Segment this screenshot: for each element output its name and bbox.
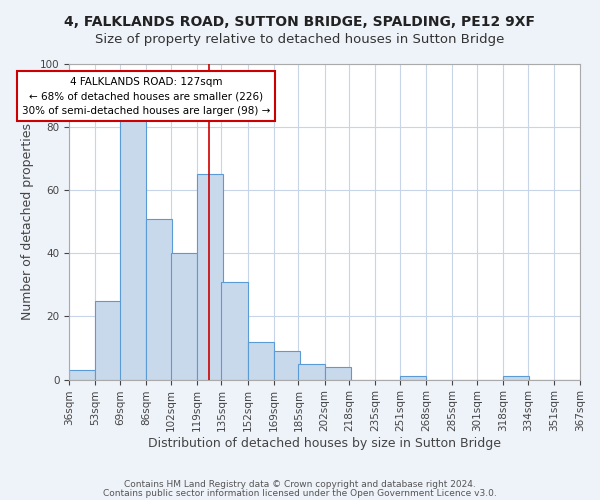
- Text: Size of property relative to detached houses in Sutton Bridge: Size of property relative to detached ho…: [95, 32, 505, 46]
- Bar: [400, 376, 426, 380]
- Bar: [120, 114, 146, 380]
- X-axis label: Distribution of detached houses by size in Sutton Bridge: Distribution of detached houses by size …: [148, 437, 501, 450]
- Bar: [146, 218, 172, 380]
- Bar: [298, 364, 325, 380]
- Bar: [248, 342, 274, 380]
- Bar: [503, 376, 529, 380]
- Bar: [171, 254, 197, 380]
- Bar: [325, 367, 351, 380]
- Text: Contains public sector information licensed under the Open Government Licence v3: Contains public sector information licen…: [103, 489, 497, 498]
- Text: 4, FALKLANDS ROAD, SUTTON BRIDGE, SPALDING, PE12 9XF: 4, FALKLANDS ROAD, SUTTON BRIDGE, SPALDI…: [65, 15, 536, 29]
- Bar: [69, 370, 95, 380]
- Bar: [274, 351, 300, 380]
- Y-axis label: Number of detached properties: Number of detached properties: [21, 124, 34, 320]
- Bar: [95, 300, 121, 380]
- Bar: [197, 174, 223, 380]
- Bar: [221, 282, 248, 380]
- Text: 4 FALKLANDS ROAD: 127sqm
← 68% of detached houses are smaller (226)
30% of semi-: 4 FALKLANDS ROAD: 127sqm ← 68% of detach…: [22, 76, 270, 116]
- Text: Contains HM Land Registry data © Crown copyright and database right 2024.: Contains HM Land Registry data © Crown c…: [124, 480, 476, 489]
